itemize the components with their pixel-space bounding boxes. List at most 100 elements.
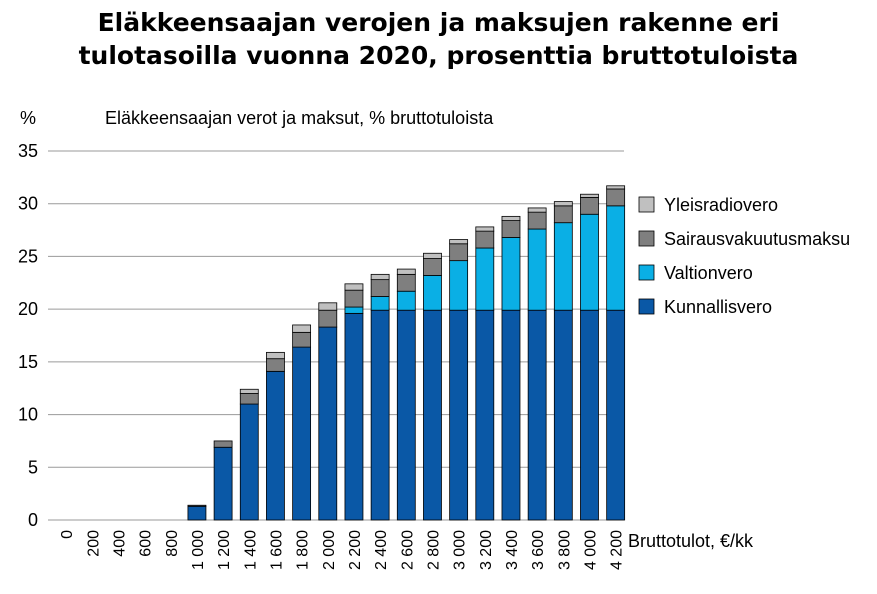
bar-segment-sairausvakuutusmaksu bbox=[553, 205, 573, 224]
bar-segment-sairausvakuutusmaksu bbox=[318, 309, 338, 328]
bar-segment-kunnallisvero bbox=[527, 309, 547, 521]
legend-swatch bbox=[638, 298, 655, 315]
legend-swatch bbox=[638, 196, 655, 213]
y-axis-ticks: 0 5 10 15 20 25 30 35 bbox=[18, 141, 38, 530]
bar-segment-sairausvakuutusmaksu bbox=[580, 196, 599, 215]
bar-segment-kunnallisvero bbox=[370, 309, 390, 521]
x-tick-label: 800 bbox=[164, 530, 181, 557]
x-tick-label: 4 000 bbox=[582, 530, 599, 570]
bar-segment-yleisradiovero bbox=[449, 239, 469, 245]
x-tick-label: 1 000 bbox=[190, 530, 207, 570]
chart-title: Eläkkeensaajan verojen ja maksujen raken… bbox=[0, 6, 877, 72]
bar-segment-kunnallisvero bbox=[475, 309, 495, 521]
bar-segment-yleisradiovero bbox=[370, 273, 390, 281]
y-tick-label: 10 bbox=[18, 405, 38, 425]
x-tick-label: 3 600 bbox=[530, 530, 547, 570]
bar-segment-valtionvero bbox=[580, 213, 599, 311]
x-tick-label: 3 800 bbox=[556, 530, 573, 570]
bar-segment-valtionvero bbox=[370, 296, 390, 311]
y-tick-label: 0 bbox=[28, 510, 38, 530]
bar-segment-kunnallisvero bbox=[606, 309, 626, 521]
x-tick-label: 3 000 bbox=[452, 530, 469, 570]
bar-segment-yleisradiovero bbox=[423, 252, 442, 259]
bar-segment-kunnallisvero bbox=[580, 309, 599, 521]
bar-segment-yleisradiovero bbox=[475, 226, 495, 232]
x-tick-label: 1 800 bbox=[295, 530, 312, 570]
chart-title-line-2: tulotasoilla vuonna 2020, prosenttia bru… bbox=[78, 41, 799, 70]
bar-segment-valtionvero bbox=[553, 222, 573, 311]
bar-segment-valtionvero bbox=[501, 237, 521, 311]
x-tick-label: 600 bbox=[138, 530, 155, 557]
bar-segment-kunnallisvero bbox=[449, 309, 469, 521]
bar-segment-sairausvakuutusmaksu bbox=[187, 504, 207, 507]
bars bbox=[187, 185, 626, 521]
bar-segment-kunnallisvero bbox=[292, 346, 312, 521]
bar-segment-valtionvero bbox=[396, 290, 416, 311]
x-tick-label: 1 600 bbox=[268, 530, 285, 570]
bar-segment-sairausvakuutusmaksu bbox=[239, 393, 259, 405]
bar-segment-yleisradiovero bbox=[527, 207, 547, 213]
legend-label: Valtionvero bbox=[664, 263, 753, 283]
legend-swatch bbox=[638, 264, 655, 281]
y-tick-label: 30 bbox=[18, 194, 38, 214]
bar-segment-kunnallisvero bbox=[396, 309, 416, 521]
bar-segment-valtionvero bbox=[475, 247, 495, 311]
x-tick-label: 2 400 bbox=[373, 530, 390, 570]
bar-segment-kunnallisvero bbox=[501, 309, 521, 521]
chart-subtitle: Eläkkeensaajan verot ja maksut, % brutto… bbox=[105, 108, 494, 128]
bar-segment-sairausvakuutusmaksu bbox=[423, 258, 442, 276]
chart-title-line-1: Eläkkeensaajan verojen ja maksujen raken… bbox=[97, 8, 780, 37]
x-tick-label: 3 200 bbox=[478, 530, 495, 570]
y-tick-label: 5 bbox=[28, 457, 38, 477]
bar-segment-kunnallisvero bbox=[423, 309, 442, 521]
y-axis-unit-label: % bbox=[20, 108, 36, 128]
bar-segment-sairausvakuutusmaksu bbox=[266, 358, 285, 372]
bar-segment-sairausvakuutusmaksu bbox=[396, 273, 416, 292]
x-axis-ticks: 0 200 400 600 800 1 000 1 200 1 400 1 600 1 800 2 … bbox=[59, 530, 626, 570]
legend: Yleisradiovero Sairausvakuutusmaksu Valtio… bbox=[638, 195, 850, 317]
x-tick-label: 2 200 bbox=[347, 530, 364, 570]
x-tick-label: 400 bbox=[111, 530, 128, 557]
bar-segment-sairausvakuutusmaksu bbox=[292, 331, 312, 348]
bar-segment-yleisradiovero bbox=[344, 283, 364, 291]
bar-segment-yleisradiovero bbox=[606, 185, 626, 190]
bar-segment-kunnallisvero bbox=[318, 326, 338, 521]
x-tick-label: 3 400 bbox=[504, 530, 521, 570]
bar-segment-sairausvakuutusmaksu bbox=[475, 230, 495, 249]
x-tick-label: 2 600 bbox=[399, 530, 416, 570]
bar-segment-sairausvakuutusmaksu bbox=[213, 440, 233, 448]
y-tick-label: 20 bbox=[18, 299, 38, 319]
bar-segment-valtionvero bbox=[606, 205, 626, 311]
bar-segment-valtionvero bbox=[423, 275, 442, 311]
bar-segment-sairausvakuutusmaksu bbox=[606, 188, 626, 207]
bar-segment-valtionvero bbox=[449, 260, 469, 311]
x-tick-label: 1 200 bbox=[216, 530, 233, 570]
bar-segment-kunnallisvero bbox=[344, 312, 364, 521]
bar-segment-sairausvakuutusmaksu bbox=[527, 211, 547, 230]
y-tick-label: 25 bbox=[18, 246, 38, 266]
x-tick-label: 200 bbox=[85, 530, 102, 557]
bar-segment-kunnallisvero bbox=[266, 370, 285, 521]
legend-label: Kunnallisvero bbox=[664, 297, 772, 317]
bar-segment-kunnallisvero bbox=[187, 505, 207, 521]
bar-segment-valtionvero bbox=[527, 228, 547, 311]
bar-segment-yleisradiovero bbox=[501, 215, 521, 221]
bar-segment-yleisradiovero bbox=[396, 268, 416, 275]
bar-segment-kunnallisvero bbox=[213, 446, 233, 521]
bar-segment-yleisradiovero bbox=[239, 388, 259, 394]
bar-segment-sairausvakuutusmaksu bbox=[449, 243, 469, 262]
bar-segment-yleisradiovero bbox=[318, 302, 338, 311]
bar-segment-yleisradiovero bbox=[292, 324, 312, 333]
bar-segment-sairausvakuutusmaksu bbox=[344, 289, 364, 308]
legend-label: Sairausvakuutusmaksu bbox=[664, 229, 850, 249]
x-tick-label: 4 200 bbox=[609, 530, 626, 570]
x-tick-label: 0 bbox=[59, 530, 76, 539]
x-tick-label: 2 800 bbox=[425, 530, 442, 570]
bar-segment-sairausvakuutusmaksu bbox=[501, 220, 521, 238]
bar-segment-kunnallisvero bbox=[553, 309, 573, 521]
y-tick-label: 35 bbox=[18, 141, 38, 161]
x-axis-label: Bruttotulot, €/kk bbox=[628, 531, 754, 551]
bar-segment-yleisradiovero bbox=[580, 193, 599, 198]
legend-swatch bbox=[638, 230, 655, 247]
